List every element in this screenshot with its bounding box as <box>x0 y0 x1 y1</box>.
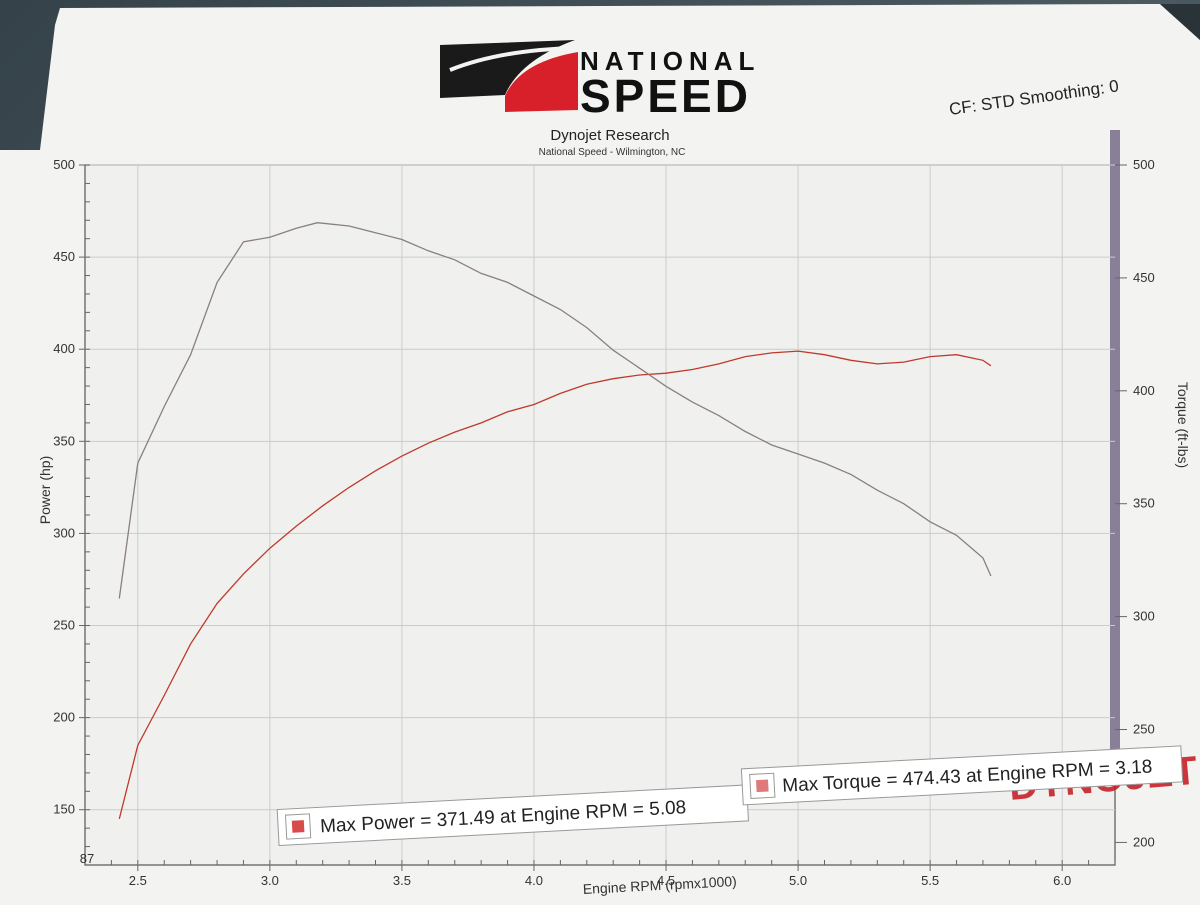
national-speed-logo: NATIONAL SPEED <box>440 40 760 122</box>
y-tick-label: 350 <box>53 433 75 448</box>
x-tick-label: 5.0 <box>789 873 807 888</box>
y2-tick-label: 450 <box>1133 270 1155 285</box>
location-subtitle: National Speed - Wilmington, NC <box>539 147 686 158</box>
y-tick-label: 150 <box>53 802 75 817</box>
brand-bottom-text: SPEED <box>580 70 751 122</box>
y-tick-label: 400 <box>53 341 75 356</box>
y-tick-label: 300 <box>53 525 75 540</box>
y-tick-label: 500 <box>53 157 75 172</box>
plot-frame <box>84 164 1116 866</box>
legend-swatch-power <box>291 820 305 833</box>
y-tick-label: 250 <box>53 618 75 633</box>
x-tick-label: 3.5 <box>393 873 411 888</box>
company-title: Dynojet Research <box>550 127 669 144</box>
y2-tick-label: 400 <box>1133 383 1155 398</box>
series <box>118 222 992 820</box>
grid <box>79 164 1127 871</box>
series-line-power <box>118 350 992 820</box>
legend-swatch-torque <box>756 779 769 793</box>
y2-axis-label: Torque (ft-lbs) <box>1175 382 1191 468</box>
y2-tick-label: 350 <box>1133 496 1155 511</box>
x-tick-label: 4.5 <box>657 873 675 888</box>
series-line-torque <box>118 222 992 599</box>
brand-top-text: NATIONAL <box>580 46 760 76</box>
y-min-label: 87 <box>80 851 94 866</box>
x-tick-label: 4.0 <box>525 873 543 888</box>
y2-tick-label: 250 <box>1133 722 1155 737</box>
x-tick-label: 6.0 <box>1053 873 1071 888</box>
x-tick-label: 5.5 <box>921 873 939 888</box>
x-tick-label: 3.0 <box>261 873 279 888</box>
y-axis-label: Power (hp) <box>37 456 53 524</box>
y2-tick-label: 200 <box>1133 834 1155 849</box>
tick-labels: 2.5 3.0 3.5 4.0 4.5 5.0 5.5 6.0 500 450 400 350 300 2… <box>53 157 1154 888</box>
y-tick-label: 200 <box>53 710 75 725</box>
y2-tick-label: 300 <box>1133 609 1155 624</box>
right-axis-bar <box>1110 130 1120 780</box>
y2-tick-label: 500 <box>1133 157 1155 172</box>
x-tick-label: 2.5 <box>129 873 147 888</box>
y-tick-label: 450 <box>53 249 75 264</box>
